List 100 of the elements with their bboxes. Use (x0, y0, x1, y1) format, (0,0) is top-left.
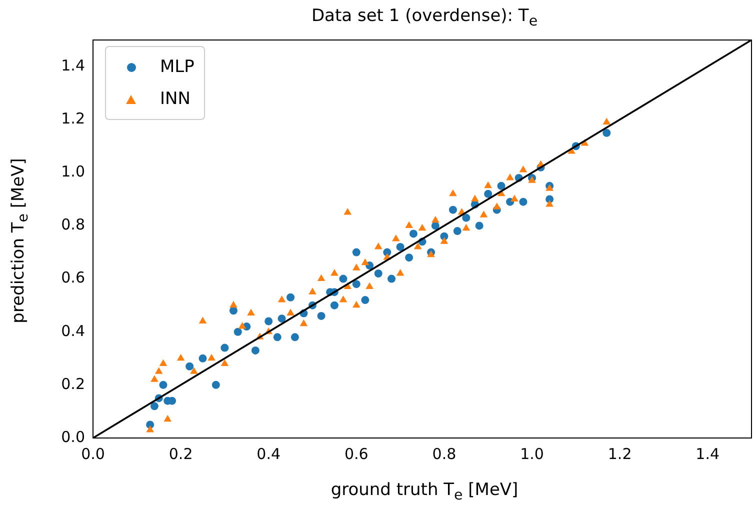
point (374, 242, 382, 250)
point (396, 268, 404, 276)
point (409, 230, 418, 238)
point (247, 308, 255, 316)
point (352, 264, 360, 270)
point (484, 190, 492, 198)
point (405, 254, 414, 262)
point (352, 300, 360, 308)
point (238, 322, 246, 329)
x-tick-label: 1.4 (696, 444, 720, 463)
point (405, 221, 413, 228)
point (339, 274, 348, 283)
point (212, 380, 220, 389)
point (392, 234, 400, 242)
y-tick-label: 0.4 (61, 322, 85, 340)
point (432, 216, 440, 223)
point (492, 202, 501, 210)
point (251, 346, 260, 354)
point (176, 354, 185, 361)
point (497, 182, 506, 190)
point (229, 306, 238, 315)
y-tick-label: 1.4 (61, 56, 85, 74)
point (440, 237, 448, 244)
point (290, 333, 299, 342)
point (154, 367, 163, 374)
point (164, 414, 172, 422)
point (344, 208, 352, 215)
point (388, 274, 396, 283)
point (449, 189, 457, 196)
point (230, 300, 238, 308)
point (471, 194, 479, 202)
point (396, 242, 404, 251)
x-tick-label: 0.2 (168, 444, 193, 463)
point (462, 224, 470, 231)
point (150, 375, 158, 382)
point (361, 258, 370, 266)
point (546, 184, 554, 191)
point (330, 268, 338, 276)
point (208, 354, 216, 361)
point (484, 181, 492, 188)
point (234, 328, 242, 336)
x-tick-label: 1.2 (608, 444, 632, 463)
point (159, 359, 168, 366)
point (352, 280, 360, 288)
point (300, 319, 308, 326)
point (352, 248, 360, 256)
y-tick-label: 0.0 (61, 428, 85, 446)
x-tick-label: 1.0 (520, 444, 544, 463)
point (190, 367, 198, 374)
point (602, 118, 611, 125)
point (506, 173, 514, 180)
point (519, 198, 528, 206)
point (278, 296, 286, 302)
x-tick-label: 0.6 (344, 444, 368, 463)
point (510, 194, 518, 202)
x-axis-title: ground truth T$_{e}$ [MeV] (330, 480, 520, 504)
point (264, 317, 273, 326)
point (602, 128, 611, 137)
y-tick-label: 0.6 (61, 268, 85, 287)
point (317, 312, 326, 320)
x-tick-label: 0.0 (81, 444, 105, 463)
point (374, 269, 382, 278)
point (220, 344, 229, 352)
legend-label: MLP (160, 57, 194, 77)
point (159, 380, 168, 389)
point (414, 242, 422, 250)
point (431, 222, 440, 230)
point (220, 359, 229, 366)
point (361, 296, 370, 304)
point (198, 354, 207, 362)
point (186, 362, 194, 370)
chart-title: Data set 1 (overdense): T$_{e}$ (310, 6, 539, 30)
point (286, 308, 294, 316)
point (528, 176, 536, 183)
point (286, 293, 295, 302)
point (330, 301, 338, 310)
point (339, 296, 348, 302)
x-tick-label: 0.4 (256, 444, 281, 463)
point (278, 314, 286, 323)
point (448, 206, 457, 214)
point (366, 282, 374, 290)
point (546, 200, 554, 207)
point (519, 166, 528, 172)
y-tick-label: 0.8 (61, 216, 85, 234)
point (146, 426, 154, 432)
point (273, 333, 282, 342)
legend-label: INN (160, 89, 190, 109)
point (308, 288, 316, 294)
point (418, 224, 426, 231)
point (453, 227, 462, 236)
point (150, 402, 158, 410)
point (462, 214, 470, 222)
y-tick-label: 1.0 (61, 162, 85, 181)
y-tick-label: 0.2 (61, 374, 85, 393)
point (317, 274, 326, 282)
point (198, 316, 207, 324)
point (480, 210, 488, 218)
x-tick-label: 0.8 (432, 444, 456, 463)
y-tick-label: 1.2 (61, 109, 85, 128)
point (475, 222, 484, 230)
